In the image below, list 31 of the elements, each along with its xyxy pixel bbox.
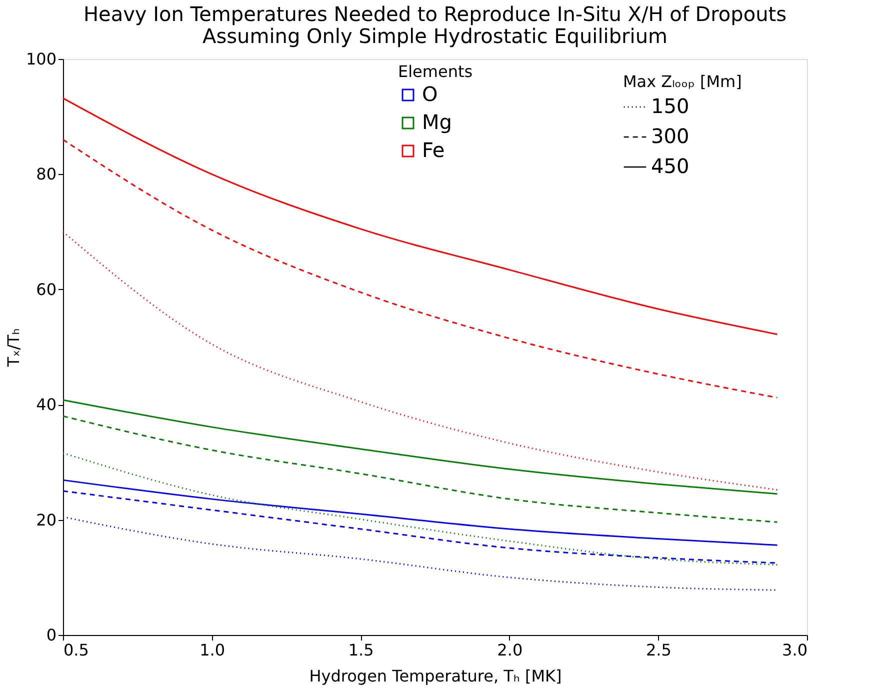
y-tick-label: 20 [36,510,56,530]
line-series [62,231,778,491]
line-series [62,415,778,523]
line-series [62,479,778,546]
y-tick-label: 40 [36,395,56,414]
chart-title: Heavy Ion Temperatures Needed to Reproduce In-Situ X/H of Dropouts [83,2,787,26]
legend-label: O [422,82,438,106]
legend-label: Mg [422,110,452,134]
annotation: 300 [651,124,690,148]
line-series [62,490,778,564]
chart-subtitle: Assuming Only Simple Hydrostatic Equilibrium [202,24,668,48]
x-tick-label: 0.5 [64,640,89,660]
x-axis-title: Hydrogen Temperature, Tₕ [MK] [309,666,562,686]
legend-label: Fe [422,138,445,162]
x-tick-label: 3.0 [782,640,808,660]
x-tick-label: 2.0 [497,640,523,660]
y-tick-label: 60 [36,280,56,299]
annotation: 450 [651,154,690,178]
y-axis-title: Tₓ/Tₕ [4,328,23,368]
y-tick-label: 0 [46,626,56,644]
line-series [62,452,778,566]
line-series [62,399,778,495]
y-tick-label: 80 [36,164,56,184]
text: Max Zₗₒₒₚ [Mm] [623,72,742,91]
x-tick-label: 1.0 [200,640,226,660]
line-series [62,516,778,591]
text: Elements [398,62,473,81]
x-tick-label: 1.5 [348,640,374,660]
y-tick-label: 100 [26,50,56,68]
annotation: 150 [651,94,690,118]
x-tick-label: 2.5 [646,640,672,660]
